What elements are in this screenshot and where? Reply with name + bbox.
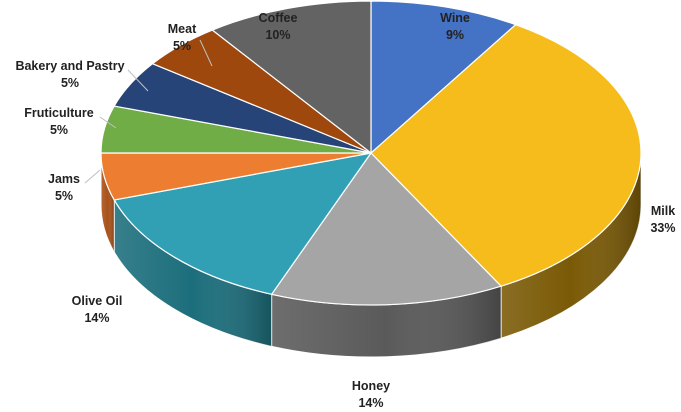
pie-slice-milk [370,23,642,287]
leader-line-fruticulture [99,116,117,129]
pie-side-shade-milk [501,153,641,339]
leader-line-bakery-and-pastry [127,69,149,92]
leader-line-meat [199,39,213,67]
slice-label-meat: Meat [168,22,197,36]
slice-label-olive-oil: Olive Oil [72,294,123,308]
pie-side-shade-honey [271,286,502,357]
slice-value-olive-oil: 14% [84,311,109,325]
pie-side-shade-olive-oil [114,199,272,347]
pie-slice-wine [370,0,517,155]
slice-label-fruticulture: Fruticulture [24,106,93,120]
slice-value-meat: 5% [173,39,191,53]
slice-label-jams: Jams [48,172,80,186]
pie-slice-coffee [211,0,372,155]
slice-value-coffee: 10% [265,28,290,42]
slice-labels: Wine 9% Milk 33% Honey 14% Olive Oil 14% Jams 5% F… [15,11,675,410]
slice-label-wine: Wine [440,11,470,25]
pie-slice-honey [270,152,503,306]
slice-label-coffee: Coffee [259,11,298,25]
slice-value-fruticulture: 5% [50,123,68,137]
slice-label-milk: Milk [651,204,675,218]
pie-slices [100,0,642,306]
slice-value-wine: 9% [446,28,464,42]
slice-value-honey: 14% [358,396,383,410]
leader-line-jams [84,169,101,184]
slice-value-milk: 33% [650,221,675,235]
slice-value-bakery-and-pastry: 5% [61,76,79,90]
slice-label-honey: Honey [352,379,390,393]
leader-lines [84,39,213,184]
slice-value-jams: 5% [55,189,73,203]
slice-label-bakery-and-pastry: Bakery and Pastry [15,59,124,73]
